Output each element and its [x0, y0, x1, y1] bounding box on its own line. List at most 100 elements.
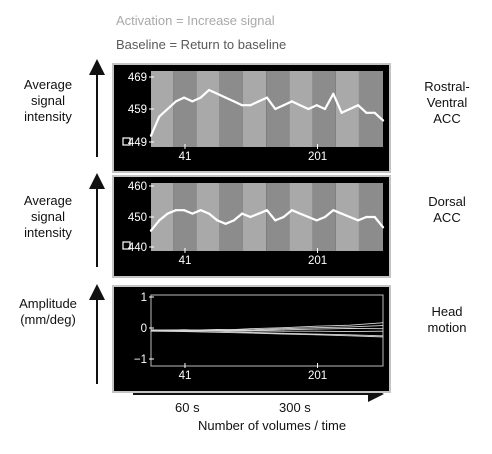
- activation-band: [289, 183, 313, 251]
- data-point: [315, 219, 318, 222]
- data-point: [183, 330, 185, 331]
- data-point: [249, 104, 252, 107]
- data-point: [216, 219, 219, 222]
- data-point: [382, 336, 384, 338]
- data-point: [282, 104, 285, 107]
- y-label-line: Amplitude: [19, 296, 77, 311]
- y-tick-label: 0: [141, 323, 147, 335]
- data-point: [299, 104, 302, 107]
- data-point: [316, 334, 318, 336]
- data-point: [158, 115, 161, 118]
- panel-label-line: Rostral-: [424, 79, 470, 94]
- data-point: [316, 327, 318, 329]
- data-point: [250, 329, 251, 331]
- y-tick-label: 469: [128, 72, 147, 84]
- data-point: [265, 209, 269, 212]
- activation-band: [196, 183, 220, 251]
- data-point: [349, 331, 351, 332]
- data-point: [241, 212, 244, 215]
- y-tick-label: 459: [128, 104, 147, 116]
- data-point: [183, 209, 186, 212]
- y-label-motion: Amplitude (mm/deg): [8, 296, 88, 328]
- y-tick-label: 1: [141, 292, 147, 304]
- data-point: [183, 96, 186, 99]
- data-point: [216, 330, 218, 332]
- data-point: [349, 324, 351, 326]
- data-point: [332, 209, 335, 212]
- panel-label-line: Head: [431, 304, 463, 319]
- data-point: [183, 331, 185, 332]
- data-point: [166, 212, 169, 215]
- y-tick-label: 449: [128, 137, 147, 149]
- data-point: [382, 325, 384, 326]
- data-point: [349, 328, 351, 329]
- panel-label-rostral: Rostral- Ventral ACC: [410, 79, 484, 127]
- data-point: [249, 215, 252, 219]
- panel-label-line: Dorsal: [428, 194, 466, 209]
- data-point: [250, 332, 251, 334]
- y-label-line: Average: [23, 77, 73, 92]
- data-point: [149, 134, 153, 137]
- y-tick-label: 450: [128, 212, 147, 224]
- data-point: [232, 219, 235, 222]
- data-point: [357, 219, 360, 222]
- panel-label-line: ACC: [433, 111, 461, 126]
- square-marker-icon: [122, 241, 131, 250]
- data-point: [348, 107, 351, 111]
- data-point: [323, 107, 327, 111]
- data-point: [257, 100, 260, 103]
- data-point: [150, 330, 152, 332]
- data-point: [250, 328, 251, 330]
- x-tick-label: 41: [179, 370, 192, 382]
- data-point: [250, 331, 251, 333]
- data-point: [166, 107, 169, 111]
- data-point: [357, 104, 360, 107]
- panel-label-line: motion: [427, 320, 467, 335]
- data-point: [381, 119, 385, 122]
- data-point: [381, 226, 385, 229]
- data-point: [216, 331, 218, 333]
- data-point: [316, 325, 318, 327]
- y-label-line: intensity: [24, 225, 72, 240]
- data-point: [158, 219, 161, 222]
- data-point: [216, 329, 218, 330]
- activation-band: [242, 183, 267, 251]
- data-point: [382, 328, 384, 330]
- data-point: [315, 104, 318, 107]
- x-axis-title: Number of volumes / time: [198, 418, 347, 433]
- activation-band: [151, 71, 174, 147]
- baseline-band: [266, 183, 290, 251]
- data-point: [282, 215, 285, 219]
- data-point: [224, 222, 227, 225]
- data-point: [340, 111, 343, 114]
- data-point: [199, 209, 202, 212]
- data-point: [349, 335, 351, 337]
- data-point: [283, 332, 284, 334]
- data-point: [349, 326, 351, 328]
- data-point: [174, 100, 177, 103]
- x-tick-label: 201: [308, 370, 327, 382]
- baseline-band: [173, 71, 197, 147]
- data-point: [283, 328, 284, 330]
- data-point: [316, 330, 318, 332]
- activation-band: [196, 71, 220, 147]
- data-point: [283, 330, 284, 332]
- data-point: [174, 209, 177, 212]
- data-point: [316, 333, 318, 335]
- series-line-motion-2: [150, 327, 384, 332]
- data-point: [332, 92, 335, 95]
- data-point: [149, 229, 153, 232]
- panel-label-motion: Head motion: [410, 304, 484, 336]
- data-point: [382, 330, 384, 332]
- baseline-band: [173, 183, 197, 251]
- legend-baseline: Baseline = Return to baseline: [116, 37, 287, 52]
- baseline-band: [219, 71, 243, 147]
- y-label-line: signal: [31, 93, 65, 108]
- data-point: [250, 330, 251, 332]
- data-point: [232, 100, 235, 103]
- y-label-line: intensity: [24, 109, 72, 124]
- data-point: [307, 107, 310, 111]
- data-point: [183, 329, 185, 331]
- data-point: [199, 96, 202, 99]
